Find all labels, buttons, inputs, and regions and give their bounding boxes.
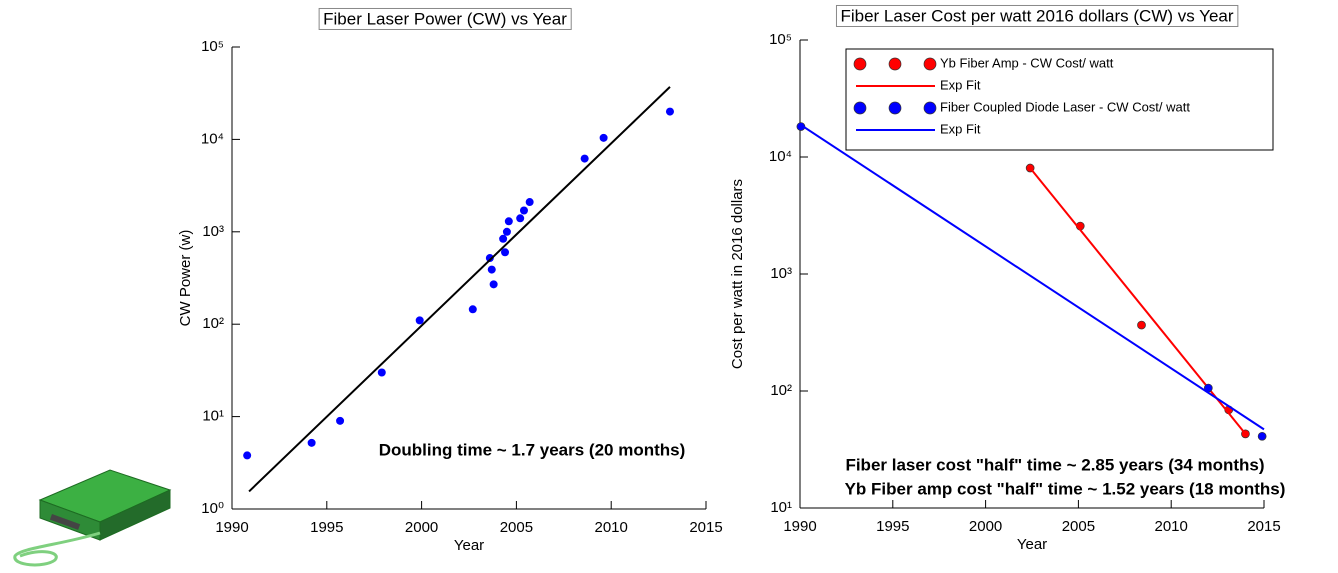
x-tick-label: 1995 [310, 519, 343, 536]
chart-title: Fiber Laser Cost per watt 2016 dollars (… [840, 6, 1233, 25]
data-point [526, 198, 534, 206]
data-point [520, 207, 528, 215]
y-tick-label: 10³ [770, 265, 792, 282]
y-tick-label: 10¹ [770, 499, 792, 516]
legend-label: Exp Fit [940, 77, 981, 92]
data-point [503, 228, 511, 236]
x-tick-label: 2015 [689, 519, 722, 536]
x-axis-title: Year [1017, 536, 1047, 553]
x-tick-label: 2005 [500, 519, 533, 536]
y-tick-label: 10⁰ [201, 500, 224, 517]
legend-label: Yb Fiber Amp - CW Cost/ watt [940, 55, 1114, 70]
y-tick-label: 10⁵ [769, 31, 792, 48]
legend-marker [924, 102, 936, 114]
data-point [499, 235, 507, 243]
data-point [666, 108, 674, 116]
fit-line [1030, 168, 1245, 434]
data-point [1258, 432, 1266, 440]
legend-label: Exp Fit [940, 121, 981, 136]
x-tick-label: 2010 [1155, 518, 1188, 535]
data-point [516, 214, 524, 222]
data-point [469, 305, 477, 313]
y-tick-label: 10⁴ [769, 148, 792, 165]
legend-marker [854, 102, 866, 114]
data-point [490, 280, 498, 288]
y-tick-label: 10⁵ [201, 38, 224, 55]
data-point [581, 155, 589, 163]
laser-device-image [15, 470, 170, 565]
data-point [416, 316, 424, 324]
y-axis-title: CW Power (w) [177, 230, 194, 327]
y-tick-label: 10² [770, 382, 792, 399]
chart-title: Fiber Laser Power (CW) vs Year [323, 9, 567, 28]
x-axis-title: Year [454, 537, 484, 554]
legend-marker [924, 58, 936, 70]
legend-marker [889, 58, 901, 70]
x-tick-label: 1990 [215, 519, 248, 536]
y-tick-label: 10⁴ [201, 130, 224, 147]
y-tick-label: 10³ [202, 223, 224, 240]
y-tick-label: 10¹ [202, 408, 224, 425]
fit-line [249, 87, 670, 492]
legend-marker [854, 58, 866, 70]
y-tick-label: 10² [202, 315, 224, 332]
annotation: Fiber laser cost "half" time ~ 2.85 year… [845, 455, 1264, 474]
data-point [488, 266, 496, 274]
x-tick-label: 2000 [405, 519, 438, 536]
annotation: Yb Fiber amp cost "half" time ~ 1.52 yea… [845, 479, 1286, 498]
legend-label: Fiber Coupled Diode Laser - CW Cost/ wat… [940, 99, 1190, 114]
data-point [378, 369, 386, 377]
x-tick-label: 1995 [876, 518, 909, 535]
annotation: Doubling time ~ 1.7 years (20 months) [379, 440, 686, 459]
x-tick-label: 2010 [595, 519, 628, 536]
data-point [600, 134, 608, 142]
data-point [1138, 321, 1146, 329]
x-tick-label: 1990 [783, 518, 816, 535]
x-tick-label: 2000 [969, 518, 1002, 535]
x-tick-label: 2005 [1062, 518, 1095, 535]
x-tick-label: 2015 [1247, 518, 1280, 535]
y-axis-title: Cost per watt in 2016 dollars [729, 179, 746, 369]
legend-marker [889, 102, 901, 114]
data-point [505, 217, 513, 225]
data-point [243, 451, 251, 459]
data-point [336, 417, 344, 425]
data-point [308, 439, 316, 447]
page: Fiber Laser Power (CW) vs Year 10⁰ 10¹ 10² 1… [0, 0, 1338, 573]
